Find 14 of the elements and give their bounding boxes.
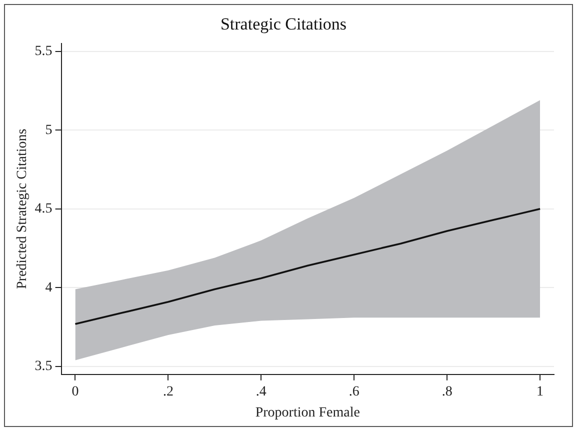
y-axis-title: Predicted Strategic Citations [15,128,30,289]
y-tick-label: 5 [45,122,52,138]
y-tick-label: 5.5 [34,44,52,59]
x-tick-label: .8 [442,384,452,400]
x-tick-label: .2 [162,384,174,400]
y-tick-label: 4.5 [34,202,52,217]
chart-title: Strategic Citations [220,14,347,34]
x-axis-title: Proportion Female [255,405,360,420]
x-tick-label: .4 [256,384,266,400]
x-tick-label: 0 [72,384,79,400]
y-tick-label: 3.5 [34,359,52,374]
y-tick-label: 4 [45,280,52,296]
x-tick-label: 1 [536,384,544,400]
x-tick-label: .6 [348,384,360,400]
